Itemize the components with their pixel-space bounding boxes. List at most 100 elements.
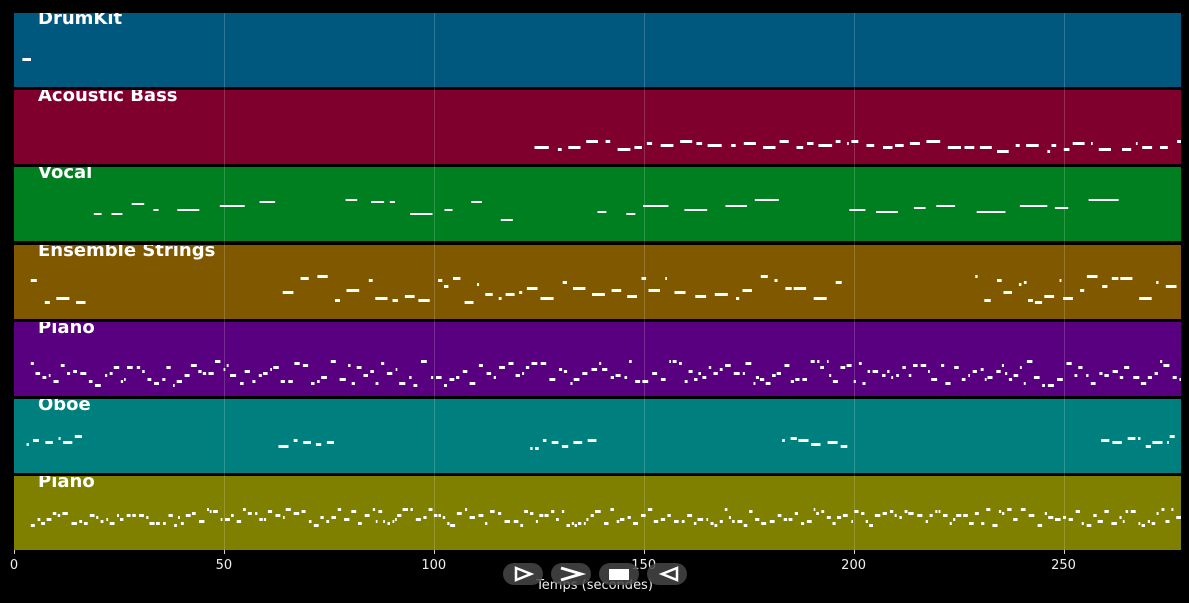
note [93,213,102,216]
fast-forward-button[interactable] [551,563,591,585]
note [793,286,807,290]
note [226,363,229,367]
note [556,518,559,522]
note [984,377,987,381]
note [926,140,941,144]
play-button[interactable] [503,563,543,585]
note [162,377,166,381]
note [185,514,191,518]
note [410,213,433,216]
note [684,379,688,383]
note [1138,437,1141,440]
note [1169,435,1175,438]
note [837,516,842,520]
stop-button[interactable] [599,563,639,585]
note [330,359,336,363]
note [620,518,625,522]
note [418,298,430,302]
note [358,522,362,526]
note-sequence [93,199,1119,222]
note [820,365,824,369]
note [409,375,412,379]
note [1139,296,1152,300]
note [76,300,86,304]
note [526,286,538,290]
track-lane[interactable]: Ensemble Strings [14,244,1181,319]
note [1090,381,1096,385]
note [95,383,101,387]
note [404,294,415,298]
note [142,369,145,373]
track-lane[interactable]: Oboe [14,399,1181,473]
track-name: Acoustic Bass [38,90,178,107]
note [1008,377,1013,381]
note [1176,516,1181,520]
note [573,286,586,290]
note [1111,276,1119,280]
note [531,361,538,365]
note [348,363,351,367]
note [26,443,29,446]
note-sequence [30,359,1181,387]
note [57,514,61,518]
note [1086,274,1098,278]
note [37,518,41,522]
note [375,520,378,524]
note [681,520,685,524]
note [83,522,88,526]
note [708,365,712,369]
note [22,58,31,61]
note [1002,512,1005,516]
track-lane[interactable]: Piano [14,476,1181,551]
note [259,518,263,522]
note [811,443,821,446]
track-lane[interactable]: Piano [14,321,1181,396]
note [972,369,977,373]
note [733,371,740,375]
note [802,377,807,381]
note [987,375,993,379]
note [1044,512,1047,516]
note [378,510,383,514]
note [71,522,77,526]
note [255,512,258,516]
note [759,377,765,381]
note [1119,516,1122,520]
note [1001,363,1004,367]
note [1063,148,1070,152]
x-tick-label: 250 [1051,558,1076,573]
note [1048,516,1054,520]
track-lane[interactable]: DrumKit [14,13,1181,87]
note [220,518,223,522]
rewind-button[interactable] [647,563,687,585]
track-lane[interactable]: Vocal [14,167,1181,242]
note [337,508,342,512]
note [582,371,588,375]
note [465,508,468,512]
note [230,373,237,377]
note [696,142,703,146]
note [351,381,355,385]
note [1151,522,1156,526]
note [42,375,47,379]
note [428,508,433,512]
note [513,520,519,524]
note [58,437,61,440]
note [969,522,974,526]
track-lane[interactable]: Acoustic Bass [14,90,1181,165]
note [146,516,149,520]
note [244,369,250,373]
note [1034,300,1043,304]
note [449,377,455,381]
note [592,292,605,296]
note [743,142,756,146]
note [749,510,753,514]
note [629,359,632,363]
note [573,377,580,381]
note [386,371,393,375]
note [535,447,539,450]
note [997,278,1002,282]
note [979,146,992,150]
note [616,520,620,524]
note [1091,142,1093,146]
